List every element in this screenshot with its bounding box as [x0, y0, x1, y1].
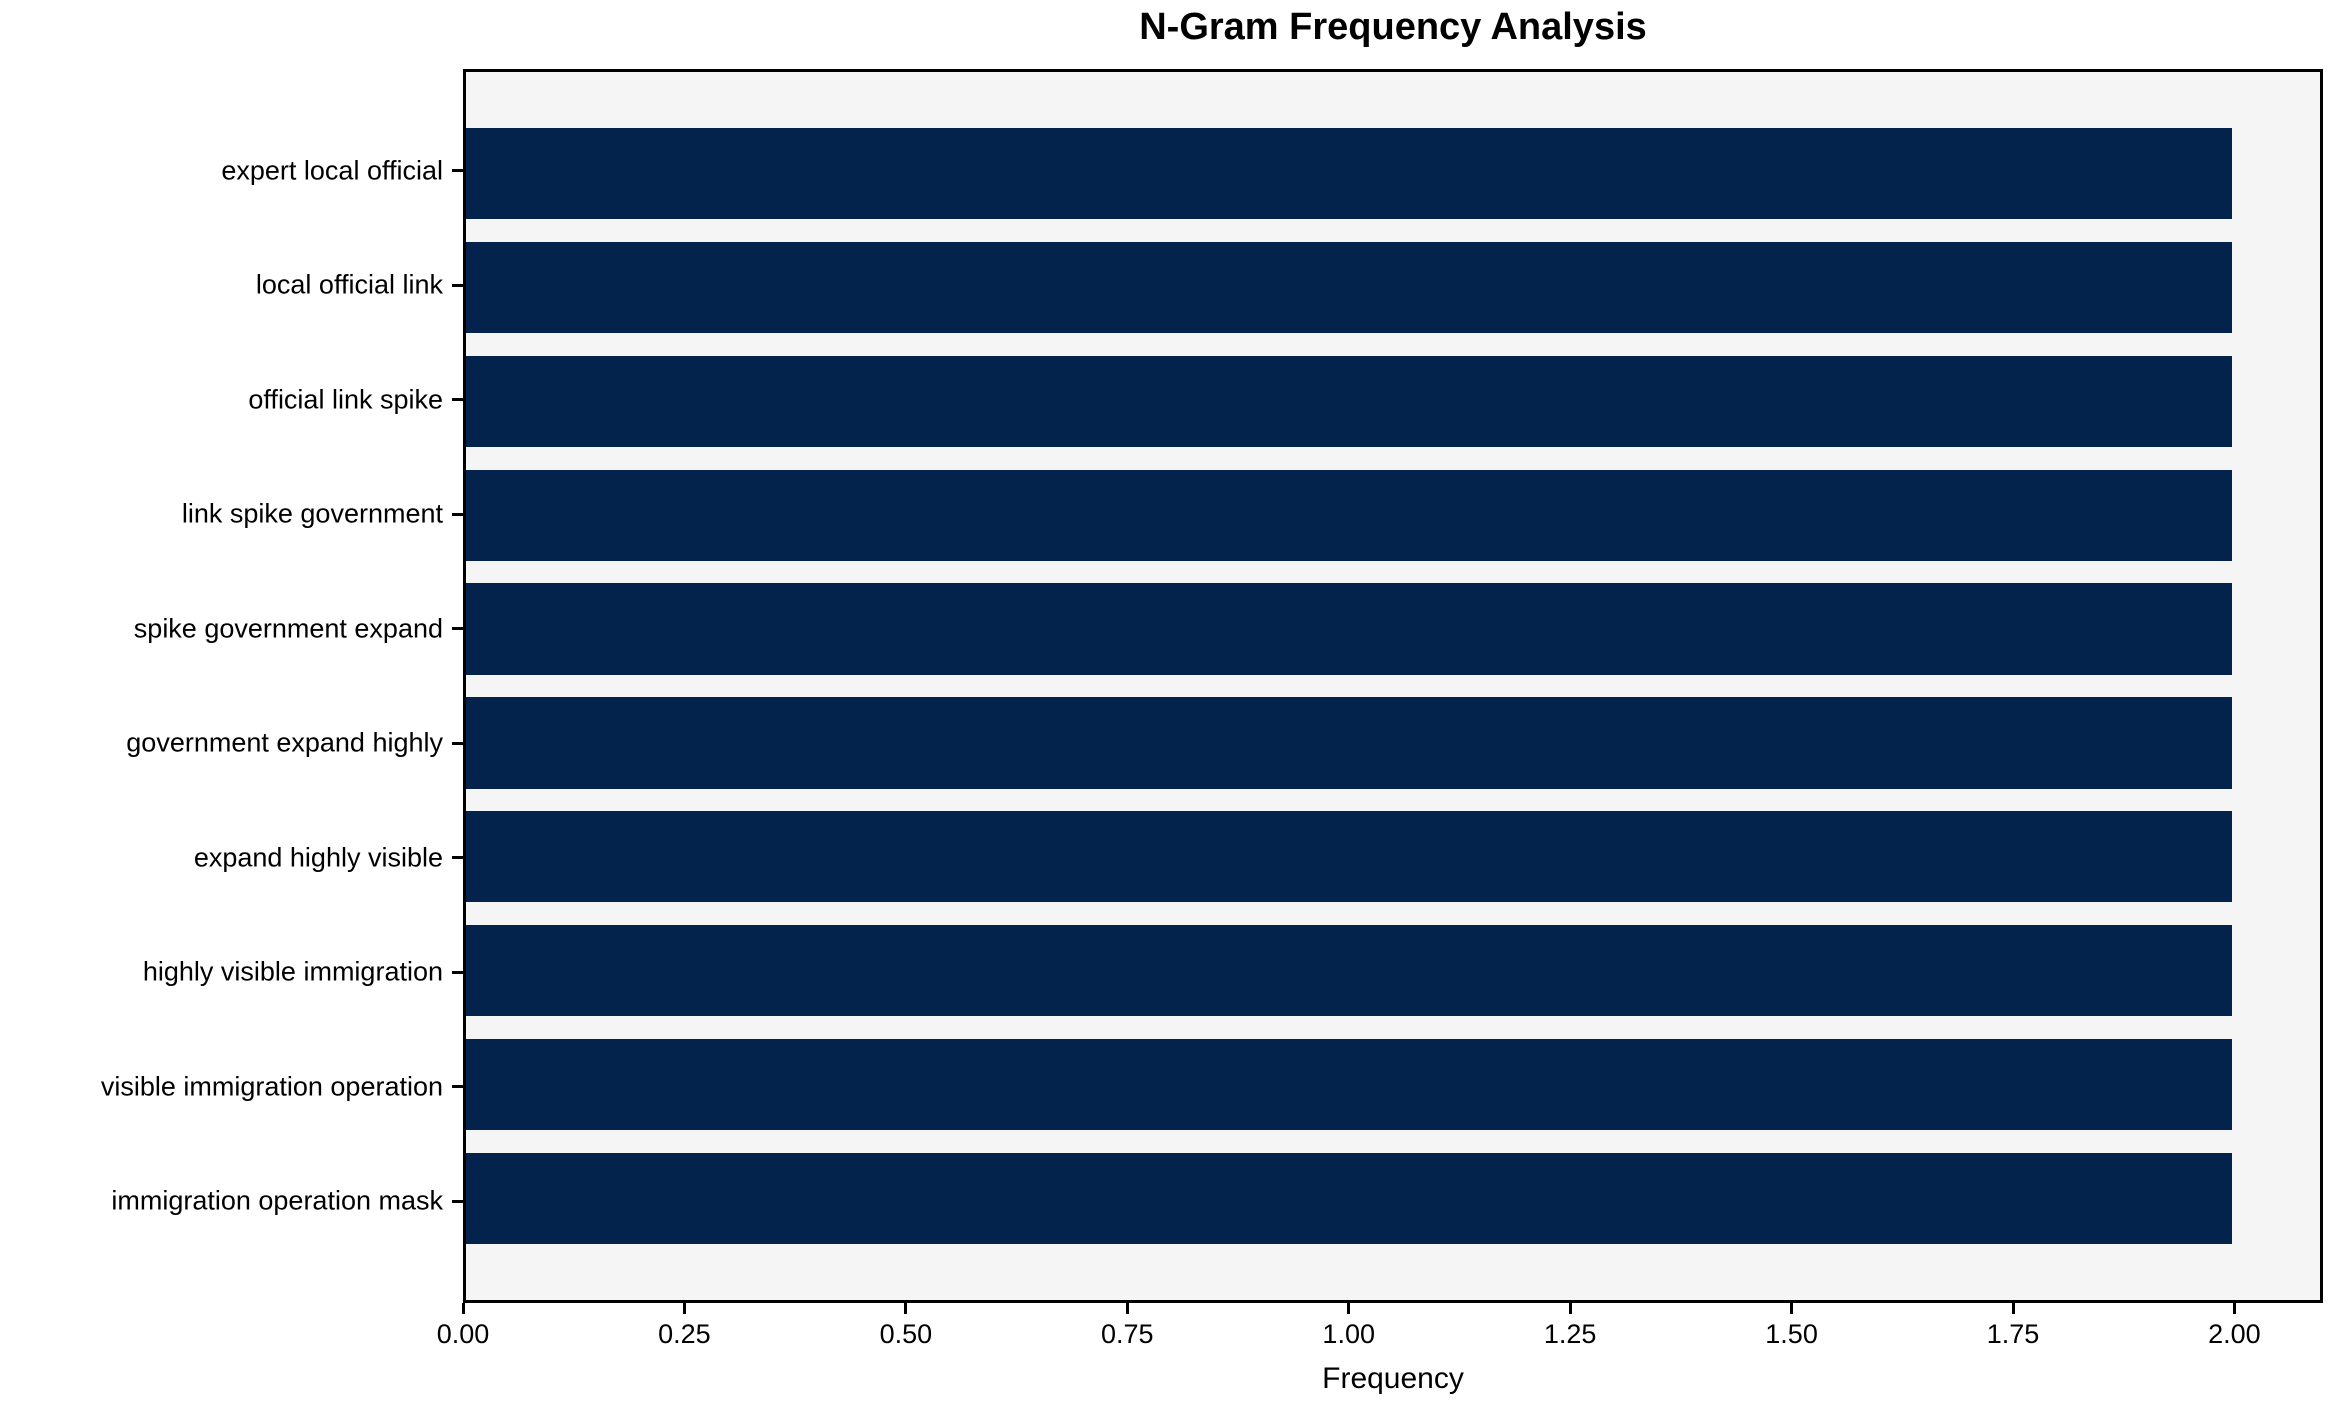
y-tick-mark — [452, 1085, 463, 1089]
y-tick-label: immigration operation mask — [111, 1185, 443, 1216]
x-tick-label: 0.25 — [658, 1319, 711, 1349]
x-tick-label: 1.25 — [1543, 1319, 1597, 1349]
x-tick-label: 2.00 — [2208, 1319, 2261, 1349]
x-axis-title: Frequency — [1322, 1362, 1464, 1395]
plot-area — [463, 69, 2323, 1303]
chart-title: N-Gram Frequency Analysis — [1139, 6, 1647, 48]
x-tick-mark — [682, 1303, 686, 1314]
y-tick-mark — [452, 283, 463, 287]
y-tick-mark — [452, 169, 463, 173]
bar — [466, 697, 2232, 789]
x-tick-label: 1.50 — [1765, 1319, 1818, 1349]
y-tick-mark — [452, 741, 463, 745]
bar — [466, 1039, 2232, 1131]
x-tick-mark — [904, 1303, 908, 1314]
bar — [466, 811, 2232, 903]
y-tick-label: link spike government — [181, 498, 443, 529]
x-tick-label: 1.75 — [1986, 1319, 2040, 1349]
y-tick-mark — [452, 512, 463, 516]
y-tick-label: spike government expand — [133, 613, 443, 644]
x-tick-mark — [2232, 1303, 2236, 1314]
y-tick-label: highly visible immigration — [142, 956, 443, 987]
y-tick-label: government expand highly — [126, 727, 443, 758]
bar — [466, 1153, 2232, 1245]
x-tick-mark — [1125, 1303, 1129, 1314]
y-tick-label: visible immigration operation — [100, 1071, 443, 1102]
x-tick-mark — [461, 1303, 465, 1314]
bar — [466, 583, 2232, 675]
y-tick-mark — [452, 398, 463, 402]
y-tick-label: expert local official — [221, 155, 443, 186]
y-tick-mark — [452, 627, 463, 631]
x-tick-mark — [2011, 1303, 2015, 1314]
y-tick-label: local official link — [255, 269, 443, 300]
x-tick-label: 0.50 — [879, 1319, 933, 1349]
x-tick-mark — [1347, 1303, 1351, 1314]
x-tick-label: 0.75 — [1101, 1319, 1154, 1349]
bar — [466, 127, 2232, 219]
x-tick-mark — [1568, 1303, 1572, 1314]
x-tick-mark — [1790, 1303, 1794, 1314]
y-tick-mark — [452, 856, 463, 860]
y-tick-label: expand highly visible — [193, 842, 443, 873]
x-tick-label: 1.00 — [1322, 1319, 1375, 1349]
bar — [466, 355, 2232, 447]
y-tick-label: official link spike — [248, 384, 443, 415]
bar — [466, 469, 2232, 561]
bar — [466, 925, 2232, 1017]
y-tick-mark — [452, 1199, 463, 1203]
y-tick-mark — [452, 970, 463, 974]
x-tick-label: 0.00 — [436, 1319, 490, 1349]
y-axis-labels: expert local official local official link… — [0, 69, 443, 1303]
bar — [466, 241, 2232, 333]
